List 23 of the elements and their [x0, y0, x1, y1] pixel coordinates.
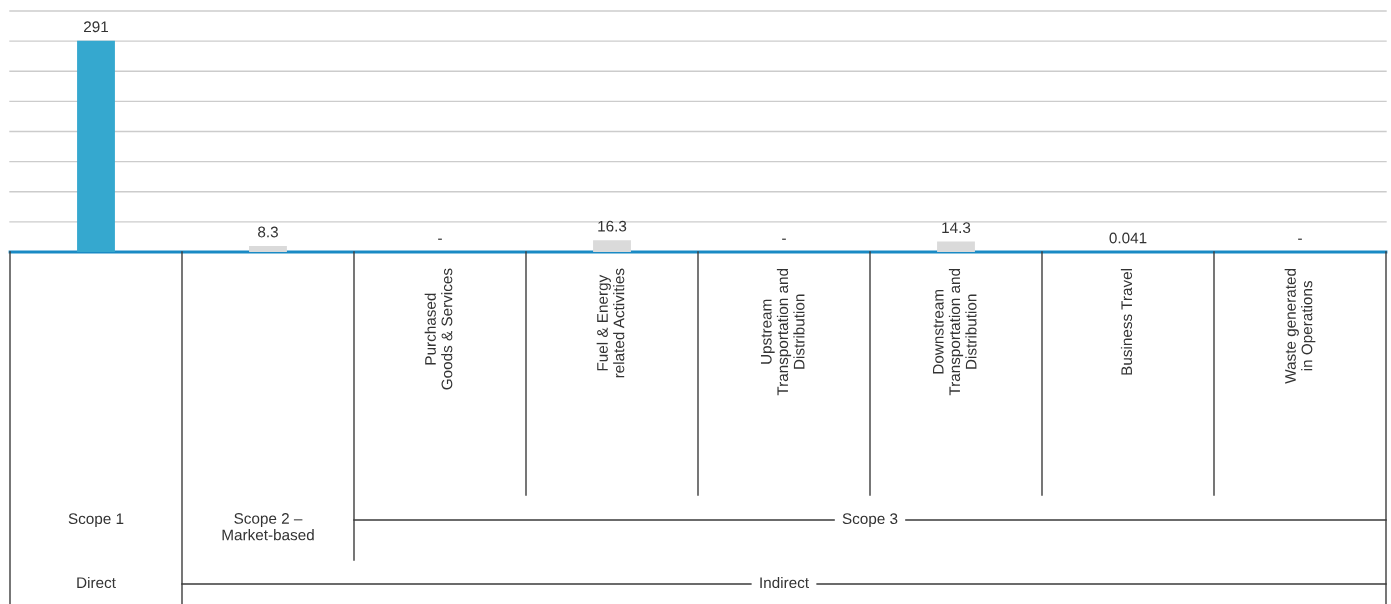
- bar: [593, 240, 631, 252]
- text: Indirect: [760, 576, 809, 589]
- data-label: 0.041: [1109, 232, 1147, 244]
- data-label: 291: [84, 21, 108, 33]
- x-tick-label: Downstream Transportation and Distribution: [932, 268, 977, 396]
- x-tick-label: Waste generated in Operations: [1284, 268, 1316, 384]
- text: Scope 2 – Market-based: [222, 513, 314, 541]
- x-tick-label: Fuel & Energy related Activities: [596, 268, 625, 378]
- bar: [249, 245, 287, 252]
- x-tick-label: Business Travel: [1120, 269, 1133, 375]
- text: -: [1298, 238, 1302, 240]
- bar: [937, 241, 975, 252]
- text: Scope 3: [842, 513, 898, 528]
- x-tick-label: Purchased Goods & Services: [424, 268, 453, 390]
- text: Scope 1: [68, 513, 124, 528]
- data-label: 16.3: [598, 220, 627, 232]
- data-label: 14.3: [942, 222, 971, 234]
- text: Direct: [77, 576, 116, 589]
- data-label: 8.3: [258, 226, 278, 238]
- text: -: [782, 238, 786, 240]
- bar: [77, 40, 115, 252]
- text: -: [438, 238, 442, 240]
- x-tick-label: Upstream Transportation and Distribution: [760, 268, 805, 396]
